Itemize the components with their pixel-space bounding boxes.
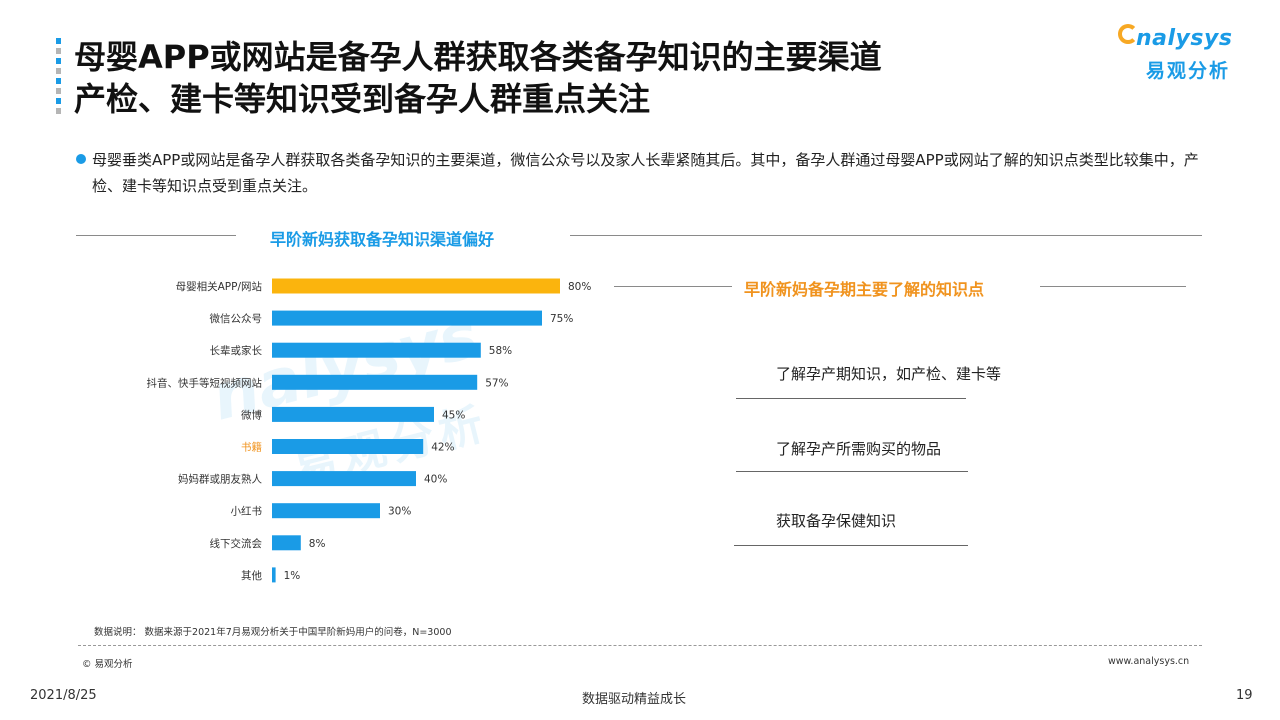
value-label: 30% xyxy=(388,506,411,518)
logo-en-text: nalysys xyxy=(1136,26,1233,51)
logo-a-icon xyxy=(1118,24,1138,44)
value-label: 40% xyxy=(424,474,447,486)
chart-title-line-left xyxy=(76,235,236,236)
logo-cn-text: 易观分析 xyxy=(1146,60,1231,82)
analysys-logo: nalysys 易观分析 xyxy=(1118,20,1250,84)
knowledge-item-1: 了解孕产期知识，如产检、建卡等 xyxy=(776,365,1002,383)
knowledge-divider-3 xyxy=(734,545,968,546)
category-label: 妈妈群或朋友熟人 xyxy=(178,473,262,486)
value-label: 80% xyxy=(568,281,591,293)
chart-title-line-right xyxy=(570,235,1202,236)
footer-date: 2021/8/25 xyxy=(30,688,97,703)
category-label: 其他 xyxy=(241,569,262,582)
footer-slogan: 数据驱动精益成长 xyxy=(582,692,687,707)
summary-text: 母婴垂类APP或网站是备孕人群获取各类备孕知识的主要渠道，微信公众号以及家人长辈… xyxy=(92,151,1199,195)
knowledge-item-3: 获取备孕保健知识 xyxy=(776,512,897,530)
knowledge-item-2: 了解孕产所需购买的物品 xyxy=(776,440,942,458)
category-label: 小红书 xyxy=(231,505,263,518)
value-label: 58% xyxy=(489,345,512,357)
knowledge-title-line-right xyxy=(1040,286,1186,287)
value-label: 75% xyxy=(550,313,573,325)
data-note: 数据说明： 数据来源于2021年7月易观分析关于中国早阶新妈用户的问卷，N=30… xyxy=(94,627,452,638)
value-label: 8% xyxy=(309,538,326,550)
footer-divider xyxy=(78,645,1202,646)
knowledge-title: 早阶新妈备孕期主要了解的知识点 xyxy=(744,280,985,299)
category-label: 书籍 xyxy=(241,441,262,454)
knowledge-title-line-left xyxy=(614,286,732,287)
page-number: 19 xyxy=(1236,688,1253,703)
value-label: 1% xyxy=(284,570,301,582)
title-line-2: 产检、建卡等知识受到备孕人群重点关注 xyxy=(74,80,651,118)
bar xyxy=(272,278,560,294)
knowledge-divider-1 xyxy=(736,398,966,399)
knowledge-divider-2 xyxy=(736,471,968,472)
title-accent-bar xyxy=(56,38,61,118)
chart-title: 早阶新妈获取备孕知识渠道偏好 xyxy=(270,230,495,249)
value-label: 57% xyxy=(485,377,508,389)
bar xyxy=(272,535,301,551)
bar xyxy=(272,567,276,583)
website-link[interactable]: www.analysys.cn xyxy=(1108,656,1190,667)
bullet-dot-icon xyxy=(76,154,86,164)
category-label: 线下交流会 xyxy=(210,537,263,550)
category-label: 母婴相关APP/网站 xyxy=(176,280,263,293)
copyright: © 易观分析 xyxy=(82,659,133,670)
page-title: 母婴APP或网站是备孕人群获取各类备孕知识的主要渠道 产检、建卡等知识受到备孕人… xyxy=(74,36,882,120)
title-line-1: 母婴APP或网站是备孕人群获取各类备孕知识的主要渠道 xyxy=(74,38,882,76)
category-label: 微信公众号 xyxy=(210,312,263,325)
bar xyxy=(272,503,380,519)
